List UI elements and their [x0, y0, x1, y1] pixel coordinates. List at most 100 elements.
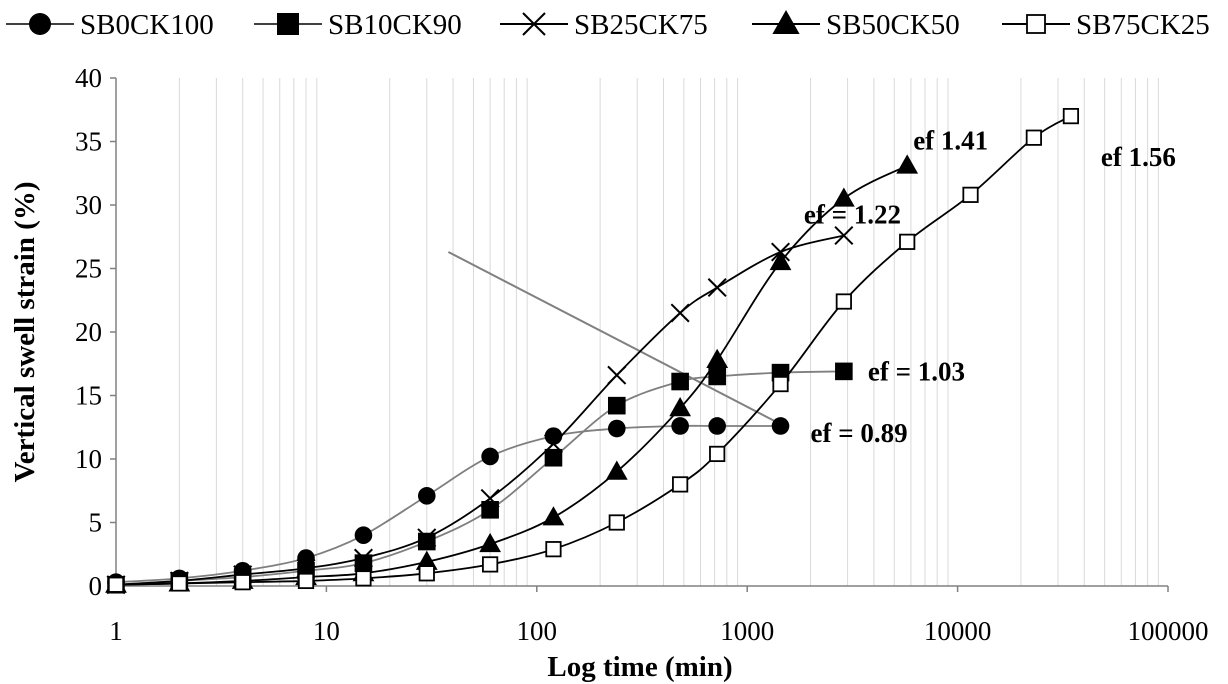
point-sb0ck100 — [607, 419, 626, 438]
trend-line — [447, 251, 785, 427]
annotation-sb0ck100: ef = 0.89 — [811, 418, 908, 448]
point-sb0ck100 — [771, 417, 790, 435]
point-sb50ck50 — [605, 460, 628, 480]
annotation-sb10ck90: ef = 1.03 — [868, 356, 965, 386]
y-tick-label: 0 — [89, 571, 103, 601]
point-sb75ck25 — [107, 576, 125, 593]
point-sb75ck25 — [171, 575, 188, 592]
point-sb75ck25 — [545, 541, 562, 558]
y-axis-title: Vertical swell strain (%) — [9, 182, 41, 483]
series-sb75ck25 — [107, 108, 1080, 593]
legend-item-sb75ck25: SB75CK25 — [1002, 9, 1210, 41]
x-tick-label: 1 — [109, 616, 123, 646]
series-sb25ck75 — [106, 225, 854, 595]
point-sb10ck90 — [708, 367, 726, 386]
y-tick-label: 30 — [75, 190, 102, 220]
point-sb50ck50 — [479, 532, 502, 553]
series-sb10ck90 — [107, 362, 853, 594]
legend-marker — [772, 10, 800, 34]
legend-label: SB0CK100 — [80, 9, 214, 41]
cross-stroke — [480, 488, 500, 508]
legend-item-sb50ck50: SB50CK50 — [752, 9, 960, 41]
point-sb50ck50 — [669, 397, 692, 417]
cross-stroke — [417, 528, 437, 548]
legend-marker — [29, 13, 51, 35]
point-sb75ck25 — [608, 514, 625, 531]
point-sb75ck25 — [355, 570, 372, 587]
y-tick-label: 40 — [75, 63, 102, 93]
legend-label: SB10CK90 — [328, 9, 462, 41]
point-sb0ck100 — [671, 417, 689, 435]
point-sb25ck75 — [670, 303, 690, 323]
point-sb25ck75 — [480, 488, 500, 508]
point-sb25ck75 — [543, 434, 563, 454]
legend: SB0CK100 SB10CK90 SB25CK75 SB50CK50 SB75CK25 — [6, 9, 1210, 41]
series-line-sb10ck90 — [115, 370, 844, 586]
x-axis-title: Log time (min) — [547, 651, 732, 683]
legend-item-sb0ck100: SB0CK100 — [6, 9, 214, 41]
cross-stroke — [543, 434, 563, 454]
x-tick-label: 100000 — [1128, 616, 1209, 646]
point-sb0ck100 — [417, 487, 436, 505]
y-tick-label: 25 — [75, 254, 102, 284]
point-sb75ck25 — [772, 375, 789, 393]
point-sb0ck100 — [708, 417, 726, 435]
cross-stroke — [834, 225, 854, 245]
annotation-sb75ck25: ef 1.56 — [1101, 142, 1176, 172]
legend-item-sb10ck90: SB10CK90 — [254, 9, 462, 41]
point-sb10ck90 — [671, 372, 689, 391]
x-tick-label: 1000 — [720, 616, 774, 646]
annotation-sb25ck75: ef = 1.22 — [804, 199, 901, 229]
cross-stroke — [670, 303, 690, 323]
y-tick-label: 10 — [75, 444, 102, 474]
point-sb75ck25 — [1062, 108, 1080, 125]
point-sb0ck100 — [544, 427, 563, 445]
point-sb25ck75 — [353, 548, 373, 568]
cross-stroke — [607, 365, 627, 385]
point-sb10ck90 — [607, 396, 626, 415]
point-sb10ck90 — [481, 501, 499, 519]
legend-marker — [522, 12, 546, 36]
point-sb10ck90 — [544, 448, 563, 467]
point-sb50ck50 — [706, 348, 729, 368]
point-sb50ck50 — [832, 187, 855, 207]
legend-label: SB25CK75 — [574, 9, 708, 41]
point-sb50ck50 — [769, 250, 792, 271]
point-sb0ck100 — [481, 447, 499, 466]
point-sb10ck90 — [835, 362, 853, 381]
point-sb25ck75 — [417, 528, 437, 548]
legend-marker — [277, 13, 299, 35]
point-sb75ck25 — [418, 565, 435, 582]
x-tick-label: 10000 — [924, 616, 992, 646]
point-sb50ck50 — [415, 550, 438, 570]
series-line-sb75ck25 — [115, 115, 1072, 586]
point-sb75ck25 — [709, 445, 726, 463]
y-tick-label: 5 — [89, 508, 103, 538]
axes: 0 5 10 15 20 25 30 35 40 1 10 100 1000 10000 100000 — [75, 63, 1209, 646]
point-sb75ck25 — [672, 476, 689, 493]
point-sb0ck100 — [354, 526, 373, 544]
legend-marker — [1026, 14, 1046, 34]
point-sb25ck75 — [834, 225, 854, 245]
series-layer — [105, 108, 1080, 595]
point-sb50ck50 — [896, 154, 919, 174]
series-sb50ck50 — [105, 154, 919, 593]
x-tick-label: 100 — [517, 616, 558, 646]
cross-stroke — [522, 12, 546, 36]
annotation-layer: ef = 0.89 ef = 1.03 ef = 1.22 ef 1.41 ef 1.5… — [804, 126, 1176, 448]
point-sb75ck25 — [962, 186, 979, 203]
legend-item-sb25ck75: SB25CK75 — [500, 9, 708, 41]
point-sb75ck25 — [899, 233, 916, 250]
y-tick-label: 15 — [75, 381, 102, 411]
series-line-sb25ck75 — [115, 234, 845, 586]
x-tick-label: 10 — [313, 616, 340, 646]
point-sb25ck75 — [707, 278, 727, 298]
y-tick-label: 20 — [75, 317, 102, 347]
legend-label: SB50CK50 — [826, 9, 960, 41]
series-sb0ck100 — [107, 417, 790, 591]
y-tick-label: 35 — [75, 127, 102, 157]
point-sb50ck50 — [542, 506, 565, 526]
point-sb75ck25 — [1025, 129, 1042, 146]
point-sb75ck25 — [297, 572, 315, 590]
